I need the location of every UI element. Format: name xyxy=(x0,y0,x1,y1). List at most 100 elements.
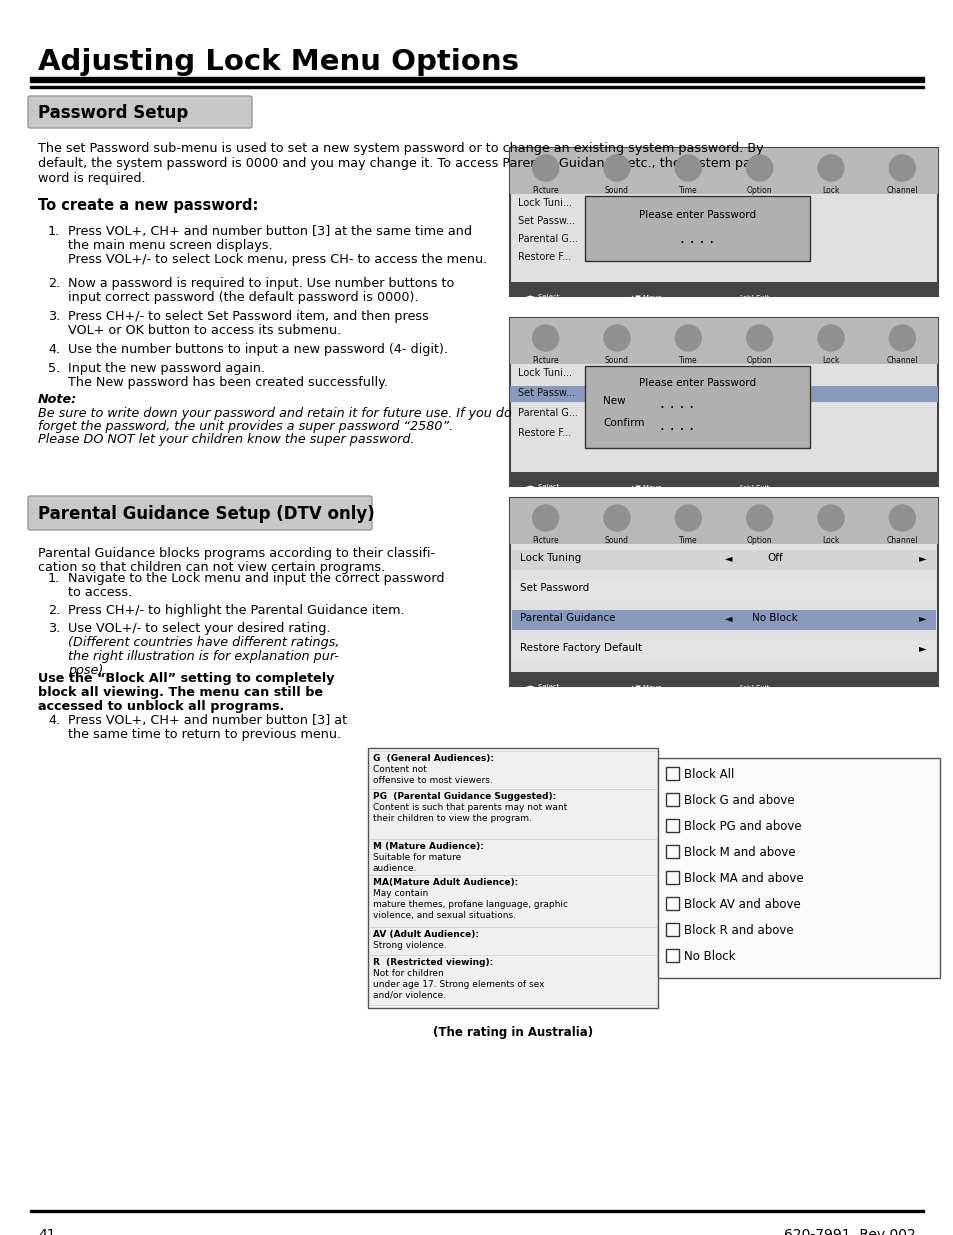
Text: Off: Off xyxy=(766,553,782,563)
Text: violence, and sexual situations.: violence, and sexual situations. xyxy=(373,911,516,920)
Text: input correct password (the default password is 0000).: input correct password (the default pass… xyxy=(68,291,418,304)
Text: Sound: Sound xyxy=(604,356,628,366)
Text: Please DO NOT let your children know the super password.: Please DO NOT let your children know the… xyxy=(38,433,414,446)
Bar xyxy=(665,819,679,832)
FancyBboxPatch shape xyxy=(28,496,372,530)
Text: ◄► Select: ◄► Select xyxy=(524,684,558,690)
FancyBboxPatch shape xyxy=(28,96,252,128)
Text: Content is such that parents may not want: Content is such that parents may not wan… xyxy=(373,803,567,811)
Text: 1.: 1. xyxy=(48,572,60,585)
Text: . . . .: . . . . xyxy=(659,417,694,433)
Circle shape xyxy=(603,505,629,531)
Circle shape xyxy=(817,156,843,182)
Text: Use the “Block All” setting to completely: Use the “Block All” setting to completel… xyxy=(38,672,335,685)
Text: Option: Option xyxy=(746,356,772,366)
Text: New: New xyxy=(602,396,625,406)
Bar xyxy=(368,748,658,1008)
Circle shape xyxy=(817,325,843,351)
Text: Time: Time xyxy=(679,356,697,366)
Text: Press VOL+, CH+ and number button [3] at: Press VOL+, CH+ and number button [3] at xyxy=(68,714,347,727)
Text: Time: Time xyxy=(679,186,697,195)
Text: their children to view the program.: their children to view the program. xyxy=(373,814,532,823)
Text: Press VOL+/- to select Lock menu, press CH- to access the menu.: Press VOL+/- to select Lock menu, press … xyxy=(68,253,487,266)
Bar xyxy=(369,751,657,789)
Text: The New password has been created successfully.: The New password has been created succes… xyxy=(68,375,388,389)
Bar xyxy=(512,580,935,600)
Text: ◄: ◄ xyxy=(724,553,732,563)
Text: 3.: 3. xyxy=(48,622,60,635)
Text: Time: Time xyxy=(679,536,697,545)
Text: Lock Tuning: Lock Tuning xyxy=(519,553,580,563)
Bar xyxy=(510,317,937,487)
Text: Parental Guidance: Parental Guidance xyxy=(519,613,615,622)
Bar xyxy=(665,767,679,781)
Text: Use the number buttons to input a new password (4- digit).: Use the number buttons to input a new pa… xyxy=(68,343,448,356)
Text: Not for children: Not for children xyxy=(373,969,443,978)
Text: Lock: Lock xyxy=(821,356,839,366)
Text: May contain: May contain xyxy=(373,889,428,898)
Text: Use VOL+/- to select your desired rating.: Use VOL+/- to select your desired rating… xyxy=(68,622,330,635)
Text: 620-7991  Rev 002: 620-7991 Rev 002 xyxy=(783,1228,915,1235)
Text: Option: Option xyxy=(746,186,772,195)
Circle shape xyxy=(675,325,700,351)
Circle shape xyxy=(532,505,558,531)
Text: Adjusting Lock Menu Options: Adjusting Lock Menu Options xyxy=(38,48,518,77)
Text: No Block: No Block xyxy=(752,613,798,622)
Text: Block MA and above: Block MA and above xyxy=(683,872,802,885)
Text: ►: ► xyxy=(918,643,925,653)
Text: audience.: audience. xyxy=(373,864,417,873)
Text: ◄► Select: ◄► Select xyxy=(524,484,558,490)
Bar xyxy=(510,317,937,364)
Text: Block AV and above: Block AV and above xyxy=(683,898,800,911)
Text: Strong violence.: Strong violence. xyxy=(373,941,446,950)
Text: Picture: Picture xyxy=(532,186,558,195)
Bar xyxy=(665,923,679,936)
Text: [ok] Exit: [ok] Exit xyxy=(740,484,768,490)
Text: ◄: ◄ xyxy=(724,613,732,622)
Bar xyxy=(510,498,937,685)
Text: Lock Tuni...: Lock Tuni... xyxy=(517,368,572,378)
Text: 4.: 4. xyxy=(48,343,60,356)
Text: Please enter Password: Please enter Password xyxy=(639,210,756,220)
Text: mature themes, profane language, graphic: mature themes, profane language, graphic xyxy=(373,900,567,909)
Bar xyxy=(369,955,657,1005)
Text: Block All: Block All xyxy=(683,768,734,781)
Text: ▲▼ Move: ▲▼ Move xyxy=(629,484,661,490)
Text: ◄► Select: ◄► Select xyxy=(524,294,558,300)
Text: pose).: pose). xyxy=(68,664,108,677)
Circle shape xyxy=(675,505,700,531)
Text: Restore Factory Default: Restore Factory Default xyxy=(519,643,641,653)
Text: (Different countries have different ratings,: (Different countries have different rati… xyxy=(68,636,339,650)
Text: Picture: Picture xyxy=(532,536,558,545)
Text: Lock: Lock xyxy=(821,536,839,545)
Text: (The rating in Australia): (The rating in Australia) xyxy=(433,1026,593,1039)
Text: ▲▼ Move: ▲▼ Move xyxy=(629,294,661,300)
Text: Input the new password again.: Input the new password again. xyxy=(68,362,265,375)
Text: and/or violence.: and/or violence. xyxy=(373,990,446,1000)
Circle shape xyxy=(746,505,772,531)
Text: No Block: No Block xyxy=(683,950,735,963)
Text: ►: ► xyxy=(918,553,925,563)
Bar xyxy=(510,387,937,403)
Text: PG  (Parental Guidance Suggested):: PG (Parental Guidance Suggested): xyxy=(373,792,556,802)
Text: Be sure to write down your password and retain it for future use. If you do: Be sure to write down your password and … xyxy=(38,408,511,420)
Text: Channel: Channel xyxy=(885,536,917,545)
Bar xyxy=(665,793,679,806)
Bar xyxy=(584,196,809,261)
Text: AV (Adult Audience):: AV (Adult Audience): xyxy=(373,930,478,939)
Text: cation so that children can not view certain programs.: cation so that children can not view cer… xyxy=(38,561,385,574)
Bar xyxy=(512,610,935,630)
Text: [ok] Exit: [ok] Exit xyxy=(740,684,768,690)
Circle shape xyxy=(888,156,914,182)
Text: R  (Restricted viewing):: R (Restricted viewing): xyxy=(373,958,493,967)
Text: under age 17. Strong elements of sex: under age 17. Strong elements of sex xyxy=(373,981,544,989)
Bar xyxy=(510,148,937,296)
Circle shape xyxy=(746,325,772,351)
Circle shape xyxy=(888,325,914,351)
Bar xyxy=(369,876,657,927)
Text: Block R and above: Block R and above xyxy=(683,924,793,937)
Text: Parental G...: Parental G... xyxy=(517,233,578,245)
Text: Press VOL+, CH+ and number button [3] at the same time and: Press VOL+, CH+ and number button [3] at… xyxy=(68,225,472,238)
Bar xyxy=(584,366,809,448)
Text: Now a password is required to input. Use number buttons to: Now a password is required to input. Use… xyxy=(68,277,454,290)
